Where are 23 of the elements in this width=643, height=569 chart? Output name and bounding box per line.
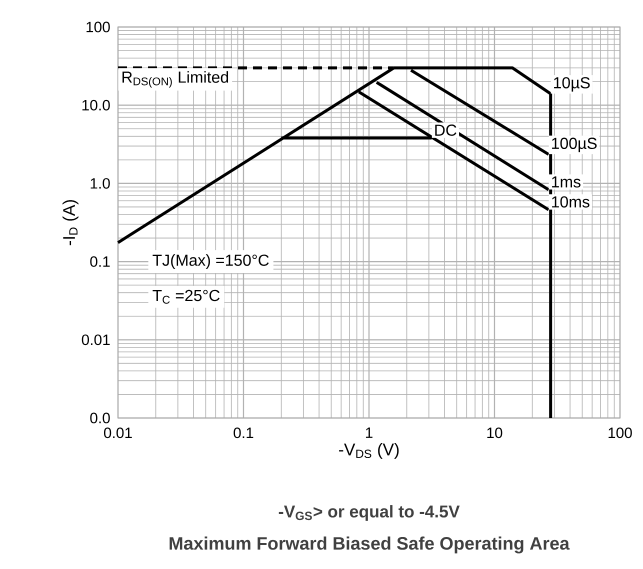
y-tick-label: 1.0	[90, 178, 110, 189]
y-axis-title: -I$_{D}$ (A)	[62, 200, 78, 246]
series-label: 10µS	[554, 77, 590, 92]
x-tick-label: 1	[366, 428, 372, 438]
text: -V$_{GS}$> or equal to -4.5V	[278, 505, 460, 521]
y-tick-label: 100	[86, 22, 110, 32]
x-tick-label: 10	[487, 428, 502, 438]
text: Maximum Forward Biased Safe Operating Area	[170, 536, 570, 554]
series-label: DC	[435, 124, 456, 136]
x-tick-label: 0.1	[234, 428, 254, 438]
y-tick-label: 0.0	[90, 412, 110, 424]
x-tick-label: 100	[608, 428, 632, 438]
x-tick-label: 0.01	[104, 428, 132, 438]
series-label: 1ms	[552, 176, 580, 188]
series-label: 100µS	[552, 138, 597, 152]
annotation: TJ(Max) =150°C	[152, 254, 269, 270]
series-label: R$_{DS(ON)}$ Limited	[122, 71, 228, 88]
x-axis-title: -V$_{DS}$ (V)	[339, 443, 399, 459]
series-label: 10ms	[552, 196, 590, 208]
y-tick-label: 10.0	[82, 100, 110, 110]
annotation: T$_{C}$ =25°C	[152, 290, 220, 304]
y-tick-label: 0.1	[90, 256, 110, 267]
y-tick-label: 0.01	[82, 334, 110, 346]
